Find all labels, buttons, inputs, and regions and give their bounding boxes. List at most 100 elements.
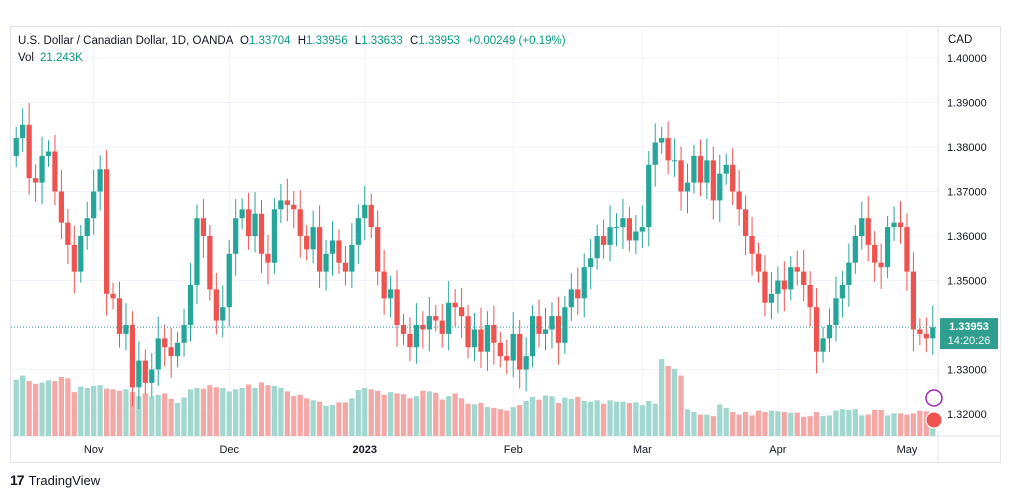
candle-body: [407, 333, 413, 348]
candle-body: [917, 329, 923, 334]
volume-bar: [710, 416, 716, 436]
low-label: L: [354, 35, 362, 47]
candle-body: [613, 227, 620, 229]
volume-bar: [342, 402, 349, 436]
symbol-legend: U.S. Dollar / Canadian Dollar, 1D, OANDA…: [18, 35, 566, 47]
candle-body: [58, 191, 65, 223]
volume-bar: [84, 387, 90, 436]
volume-bar: [52, 381, 58, 436]
candle-body: [194, 218, 200, 285]
volume-bar: [768, 410, 775, 436]
volume-bar: [375, 390, 381, 436]
volume-bar: [181, 397, 187, 436]
volume-bar: [549, 396, 555, 436]
volume-bar: [123, 389, 129, 436]
candle-body: [529, 316, 536, 357]
candle-body: [820, 338, 826, 352]
volume-bar: [691, 411, 697, 436]
candle-body: [897, 222, 904, 228]
change-value: +0.00249 (+0.19%): [467, 35, 566, 47]
candle-body: [245, 209, 252, 236]
candle-body: [316, 227, 323, 272]
candle-body: [723, 164, 729, 174]
volume-bar: [400, 394, 407, 436]
candle-body: [103, 169, 110, 294]
volume-bar: [594, 400, 600, 436]
candle-body: [813, 307, 820, 352]
volume-bar: [865, 414, 871, 436]
candle-body: [555, 316, 562, 343]
volume-bar: [497, 409, 503, 436]
candle-body: [497, 342, 503, 357]
volume-bar: [407, 398, 413, 436]
price-tick-label: 1.38000: [947, 142, 987, 154]
candle-body: [336, 240, 342, 263]
volume-bar: [904, 414, 910, 436]
candle-body: [381, 271, 387, 299]
volume-bar: [633, 402, 639, 436]
candle-body: [504, 356, 510, 361]
candle-body: [187, 284, 194, 325]
volume-bar: [504, 410, 510, 436]
candle-body: [258, 213, 265, 254]
candle-body: [129, 325, 136, 388]
volume-bar: [510, 407, 516, 436]
volume-bar: [652, 403, 658, 436]
volume-bar: [581, 400, 587, 436]
volume-bar: [355, 390, 361, 436]
volume-bar: [220, 387, 226, 436]
volume-bar: [859, 415, 865, 436]
price-tick-label: 1.32000: [947, 409, 987, 421]
footer-brand[interactable]: 17 TradingView: [10, 472, 100, 488]
candle-body: [517, 333, 523, 370]
candle-body: [878, 262, 884, 268]
candle-body: [807, 284, 813, 308]
candle-body: [181, 325, 187, 343]
candlestick-chart[interactable]: 1.40000 1.39000 1.38000 1.37000 1.36000 1.350…: [0, 0, 1012, 470]
volume-bar: [110, 389, 116, 436]
last-price-badge: [940, 318, 998, 350]
volume-bar: [233, 389, 239, 436]
volume-bar: [671, 368, 678, 436]
candle-body: [142, 360, 148, 383]
candle-body: [581, 267, 587, 299]
volume-bar: [478, 403, 484, 436]
candle-body: [265, 253, 271, 263]
volume-bar: [562, 397, 568, 436]
candle-body: [891, 222, 897, 228]
candle-body: [788, 267, 794, 290]
volume-bar: [536, 399, 542, 436]
candle-body: [446, 302, 452, 334]
time-tick-label: Apr: [769, 444, 786, 456]
tradingview-logo-icon: 17: [10, 472, 25, 488]
candle-body: [794, 267, 800, 272]
close-value: 1.33953: [418, 35, 460, 47]
volume-bar: [529, 396, 536, 436]
candle-body: [736, 191, 742, 210]
candle-body: [904, 227, 910, 272]
candle-body: [910, 271, 917, 330]
candle-body: [458, 307, 465, 317]
candle-body: [575, 289, 581, 299]
candle-body: [710, 160, 716, 201]
candle-body: [349, 244, 355, 272]
volume-bar: [420, 390, 426, 436]
price-tick-label: 1.39000: [947, 98, 987, 110]
volume-bar: [439, 399, 445, 436]
volume-bar: [149, 396, 155, 436]
volume-bar: [194, 387, 200, 436]
candle-body: [71, 244, 77, 272]
candle-body: [691, 155, 697, 183]
candle-body: [491, 325, 497, 343]
volume-bar: [555, 403, 562, 436]
candle-body: [859, 218, 865, 236]
time-tick-label: Mar: [633, 444, 652, 456]
candle-body: [549, 316, 555, 330]
candle-body: [704, 160, 710, 183]
candle-body: [400, 325, 407, 334]
volume-bar: [678, 375, 684, 436]
volume-bar: [78, 386, 84, 436]
volume-bar: [58, 376, 65, 436]
last-price-value: 1.33953: [949, 321, 989, 333]
volume-bar: [168, 398, 174, 436]
